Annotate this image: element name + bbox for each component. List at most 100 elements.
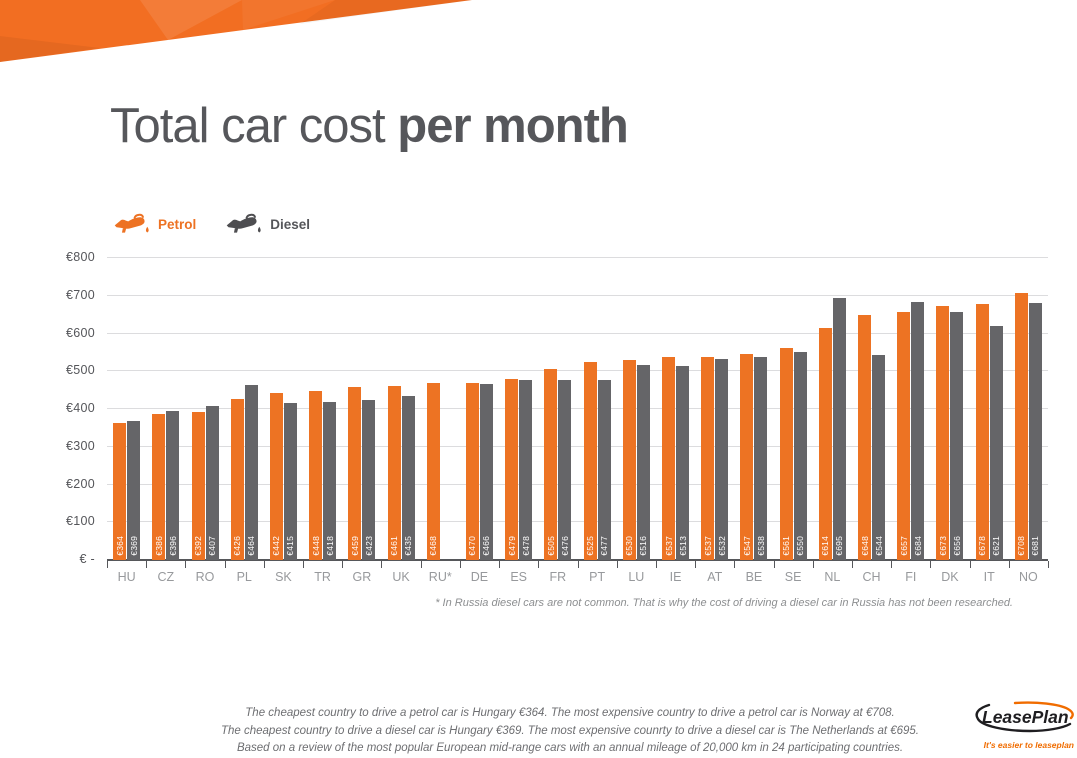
- petrol-bar-NL: €614: [818, 328, 832, 560]
- bar-value-label: €476: [559, 536, 570, 556]
- axis-tick: [420, 561, 422, 568]
- bar-value-label: €678: [977, 536, 988, 556]
- diesel-bar-UK: €435: [401, 395, 415, 560]
- bar-value-label: €423: [363, 536, 374, 556]
- diesel-bar-LU: €516: [636, 365, 650, 560]
- x-axis-label-DK: DK: [941, 570, 959, 584]
- leaseplan-logo: LeasePlan It's easier to leaseplan: [975, 700, 1077, 753]
- axis-tick: [616, 561, 618, 568]
- bar-group-ES: €479 €478: [499, 258, 538, 560]
- x-axis-label-TR: TR: [314, 570, 331, 584]
- x-axis-label-BE: BE: [745, 570, 763, 584]
- diesel-bar-HU: €369: [127, 420, 141, 560]
- y-tick-label-100: €100: [65, 514, 95, 529]
- bar-value-label: €386: [153, 536, 164, 556]
- axis-tick: [499, 561, 501, 568]
- diesel-bar-SE: €550: [793, 352, 807, 560]
- bar-value-label: €561: [781, 536, 792, 556]
- diesel-bar-PT: €477: [597, 379, 611, 560]
- bar-value-label: €369: [128, 536, 139, 556]
- axis-tick: [459, 561, 461, 568]
- diesel-bar-BE: €538: [754, 356, 768, 560]
- axis-tick: [146, 561, 148, 568]
- bar-value-label: €656: [951, 536, 962, 556]
- petrol-bar-GR: €459: [348, 386, 362, 560]
- bar-value-label: €407: [207, 536, 217, 556]
- bar-value-label: €461: [389, 536, 400, 556]
- bar-value-label: €505: [545, 536, 556, 556]
- x-axis-label-ES: ES: [510, 570, 528, 584]
- gridline-300: [107, 445, 1048, 447]
- axis-tick: [773, 561, 775, 568]
- x-axis-label-SE: SE: [784, 570, 802, 584]
- bar-group-IT: €678 €621: [970, 258, 1009, 560]
- x-axis-label-RU: RU*: [428, 570, 452, 584]
- bar-group-PL: €426 €464: [225, 258, 264, 560]
- axis-tick: [655, 561, 657, 568]
- bar-group-NO: €708 €681: [1009, 258, 1048, 560]
- axis-tick: [224, 561, 226, 568]
- y-tick-label-700: €700: [65, 287, 95, 302]
- diesel-bar-NL: €695: [832, 297, 846, 560]
- bar-group-UK: €461 €435: [381, 258, 420, 560]
- petrol-bar-LU: €530: [622, 359, 636, 560]
- bar-value-label: €364: [114, 536, 125, 556]
- diesel-bar-FR: €476: [558, 380, 572, 560]
- y-tick-label-500: €500: [65, 363, 95, 378]
- diesel-bar-IE: €513: [676, 366, 689, 560]
- plot-area: €364 €369 €386 €396 €392 €407 €426 €464 €442 €415…: [107, 257, 1049, 568]
- bar-value-label: €621: [991, 536, 1002, 556]
- gridline-500: [107, 370, 1048, 372]
- bar-value-label: €695: [834, 536, 845, 556]
- bar-value-label: €657: [898, 536, 909, 556]
- diesel-bar-TR: €418: [323, 402, 337, 560]
- x-axis-label-CH: CH: [862, 570, 881, 584]
- bar-group-FR: €505 €476: [538, 258, 577, 560]
- axis-tick: [851, 561, 853, 568]
- petrol-bar-DE: €470: [465, 382, 479, 560]
- bar-value-label: €673: [937, 536, 948, 556]
- x-axis-labels: HU CZ RO PL SK TR GR UK RU* DE ES FR PT LU IE AT BE SE NL C…: [107, 570, 1048, 588]
- bar-group-CZ: €386 €396: [146, 258, 185, 560]
- axis-tick: [1008, 561, 1010, 568]
- x-axis-label-PL: PL: [236, 570, 252, 584]
- bar-value-label: €537: [663, 536, 674, 556]
- diesel-bar-FI: €684: [911, 301, 925, 560]
- bar-value-label: €459: [349, 536, 360, 556]
- y-tick-label-0: € -: [79, 552, 95, 566]
- bar-group-PT: €525 €477: [578, 258, 617, 560]
- bar-value-label: €478: [520, 536, 531, 556]
- axis-tick: [263, 561, 265, 568]
- x-axis-label-IT: IT: [983, 570, 995, 584]
- bar-group-GR: €459 €423: [342, 258, 381, 560]
- x-axis-label-HU: HU: [117, 570, 136, 584]
- bar-group-NL: €614 €695: [813, 258, 852, 560]
- petrol-bar-SE: €561: [779, 348, 793, 560]
- petrol-bar-SK: €442: [269, 393, 283, 560]
- petrol-bar-RO: €392: [191, 412, 205, 560]
- bar-value-label: €538: [755, 536, 766, 556]
- bar-group-IE: €537 €513: [656, 258, 695, 560]
- axis-tick: [538, 561, 540, 568]
- bar-value-label: €466: [481, 536, 492, 556]
- summary-line-3: Based on a review of the most popular Eu…: [236, 742, 904, 754]
- axis-tick: [695, 561, 697, 568]
- petrol-bar-FR: €505: [544, 369, 558, 560]
- x-axis-label-LU: LU: [628, 570, 645, 584]
- petrol-bar-RU: €468: [426, 383, 440, 560]
- summary-text: The cheapest country to drive a petrol c…: [140, 705, 1000, 758]
- bar-value-label: €464: [246, 536, 257, 556]
- axis-tick: [969, 561, 971, 568]
- x-axis-label-NL: NL: [824, 570, 841, 584]
- summary-line-1: The cheapest country to drive a petrol c…: [245, 707, 895, 719]
- gridline-700: [107, 294, 1048, 296]
- bar-value-label: €648: [859, 536, 870, 556]
- bar-group-AT: €537 €532: [695, 258, 734, 560]
- bar-group-RU: €468: [421, 258, 460, 560]
- page-title-regular: Total car cost: [110, 99, 386, 153]
- bar-group-DE: €470 €466: [460, 258, 499, 560]
- bar-value-label: €468: [428, 536, 439, 556]
- petrol-bar-FI: €657: [897, 311, 911, 560]
- petrol-pump-nozzle-icon: [114, 213, 149, 233]
- gridline-600: [107, 332, 1048, 334]
